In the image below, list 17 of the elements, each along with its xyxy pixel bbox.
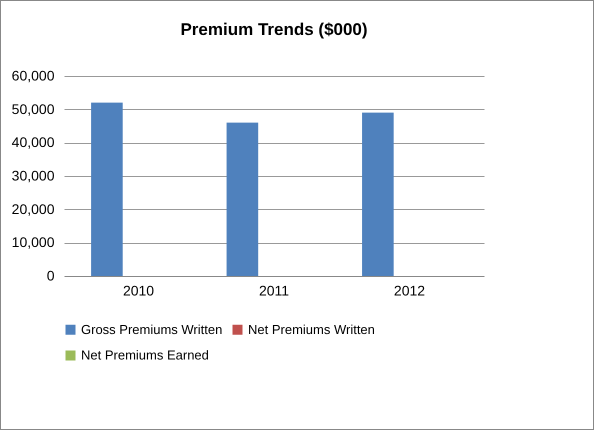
bar	[362, 112, 394, 276]
y-tick-label: 10,000	[12, 234, 55, 250]
y-tick-label: 60,000	[12, 68, 55, 84]
y-tick-label: 40,000	[12, 134, 55, 150]
x-tick-label: 2010	[122, 282, 154, 298]
legend-label: Net Premiums Earned	[81, 348, 209, 362]
y-tick-label: 20,000	[12, 200, 55, 217]
bar	[226, 122, 258, 276]
y-tick-label: 50,000	[12, 100, 55, 117]
legend-label: Gross Premiums Written	[81, 322, 222, 337]
chart-title: Premium Trends ($000)	[180, 20, 368, 39]
bar	[91, 102, 123, 276]
x-tick-label: 2012	[394, 282, 426, 298]
y-tick-label: 0	[46, 268, 55, 284]
y-tick-label: 30,000	[12, 168, 55, 184]
legend-label: Net Premiums Written	[248, 322, 375, 337]
x-tick-label: 2011	[258, 282, 290, 298]
